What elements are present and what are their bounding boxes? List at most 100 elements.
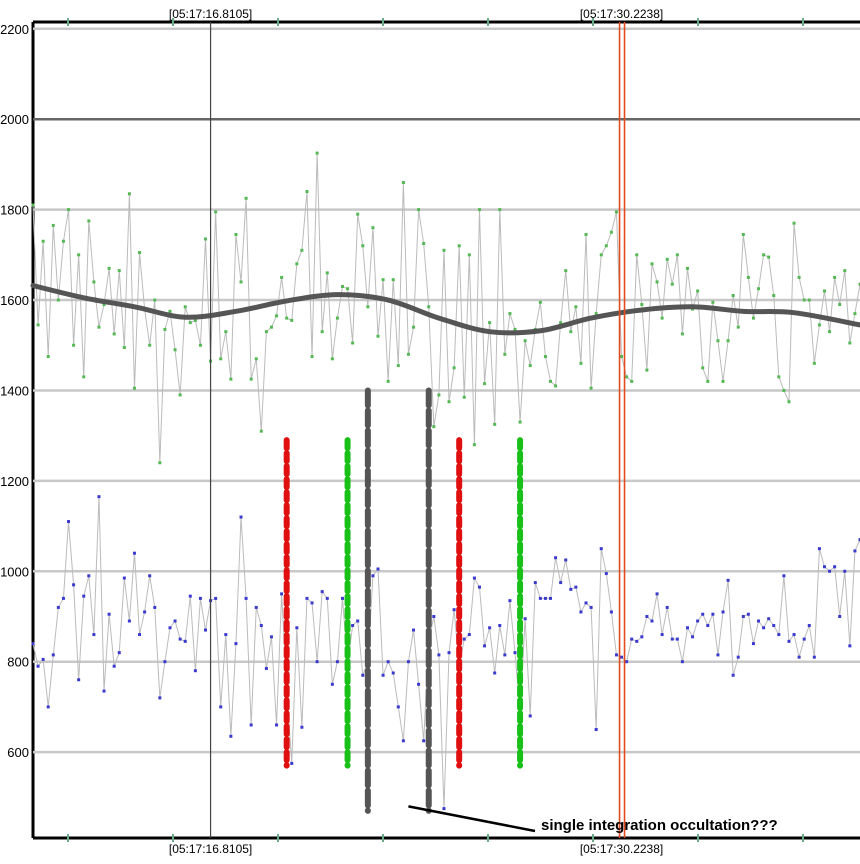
data-point: [741, 232, 745, 236]
data-point: [513, 651, 517, 655]
data-point: [239, 280, 243, 284]
data-point: [315, 660, 319, 664]
data-point: [61, 596, 65, 600]
data-point: [325, 271, 329, 275]
data-point: [716, 653, 720, 657]
data-point: [792, 221, 796, 225]
data-point: [630, 379, 634, 383]
data-point: [777, 375, 781, 379]
data-point: [746, 612, 750, 616]
data-point: [630, 637, 634, 641]
data-point: [670, 637, 674, 641]
data-point: [767, 255, 771, 259]
data-point: [655, 280, 659, 284]
data-point: [498, 624, 502, 628]
data-point: [782, 388, 786, 392]
data-point: [757, 619, 761, 623]
data-point: [386, 379, 390, 383]
data-point: [254, 605, 258, 609]
data-point: [310, 355, 314, 359]
data-point: [498, 208, 502, 212]
data-point: [193, 669, 197, 673]
data-point: [706, 624, 710, 628]
time-cursor-label-bottom: [05:17:30.2238]: [580, 842, 663, 856]
data-point: [625, 660, 629, 664]
data-point: [224, 330, 228, 334]
data-point: [853, 549, 857, 553]
data-point: [249, 377, 253, 381]
data-point: [554, 556, 558, 560]
data-point: [193, 318, 197, 322]
data-point: [275, 314, 279, 318]
data-point: [483, 382, 487, 386]
data-point: [549, 379, 553, 383]
data-point: [259, 429, 263, 433]
data-point: [589, 605, 593, 609]
data-point: [381, 278, 385, 282]
data-point: [280, 592, 284, 596]
data-point: [351, 341, 355, 345]
data-point: [56, 298, 60, 302]
data-point: [320, 590, 324, 594]
data-point: [762, 626, 766, 630]
data-point: [143, 610, 147, 614]
data-point: [833, 275, 837, 279]
data-point: [706, 379, 710, 383]
y-tick-label: 2000: [0, 112, 29, 127]
data-point: [153, 605, 157, 609]
time-cursor-label-bottom: [05:17:16.8105]: [169, 842, 252, 856]
data-point: [777, 633, 781, 637]
data-point: [680, 332, 684, 336]
data-point: [711, 612, 715, 616]
data-point: [356, 619, 360, 623]
data-point: [751, 642, 755, 646]
y-axis-tick-labels: 600 800 1000 1200 1400 1600 1800 2000 2200: [0, 22, 29, 760]
data-point: [716, 339, 720, 343]
data-point: [183, 305, 187, 309]
data-point: [452, 366, 456, 370]
data-point: [295, 626, 299, 630]
data-point: [614, 210, 618, 214]
data-point: [391, 671, 395, 675]
data-point: [574, 585, 578, 589]
data-point: [559, 581, 563, 585]
data-point: [290, 761, 294, 765]
data-point: [107, 612, 111, 616]
data-point: [335, 660, 339, 664]
data-point: [41, 239, 45, 243]
data-point: [843, 569, 847, 573]
data-point: [427, 305, 431, 309]
data-point: [361, 244, 365, 248]
data-point: [412, 628, 416, 632]
data-point: [554, 384, 558, 388]
data-point: [158, 461, 162, 465]
data-point: [198, 596, 202, 600]
data-point: [269, 635, 273, 639]
data-point: [543, 355, 547, 359]
data-point: [132, 386, 136, 390]
data-point: [300, 248, 304, 252]
data-point: [518, 420, 522, 424]
data-point: [305, 596, 309, 600]
data-point: [609, 610, 613, 614]
data-point: [701, 612, 705, 616]
data-point: [549, 596, 553, 600]
data-point: [204, 628, 208, 632]
data-point: [31, 203, 35, 207]
data-point: [366, 305, 370, 309]
data-point: [528, 714, 532, 718]
data-point: [782, 574, 786, 578]
data-point: [528, 364, 532, 368]
time-cursor-label-top: [05:17:16.8105]: [169, 7, 252, 21]
region-markers: [283, 387, 524, 814]
data-point: [477, 208, 481, 212]
data-point: [72, 343, 76, 347]
data-point: [371, 574, 375, 578]
y-tick-label: 800: [7, 655, 29, 670]
data-point: [412, 325, 416, 329]
data-point: [472, 443, 476, 447]
data-point: [340, 596, 344, 600]
data-point: [792, 633, 796, 637]
data-point: [132, 551, 136, 555]
data-point: [391, 278, 395, 282]
